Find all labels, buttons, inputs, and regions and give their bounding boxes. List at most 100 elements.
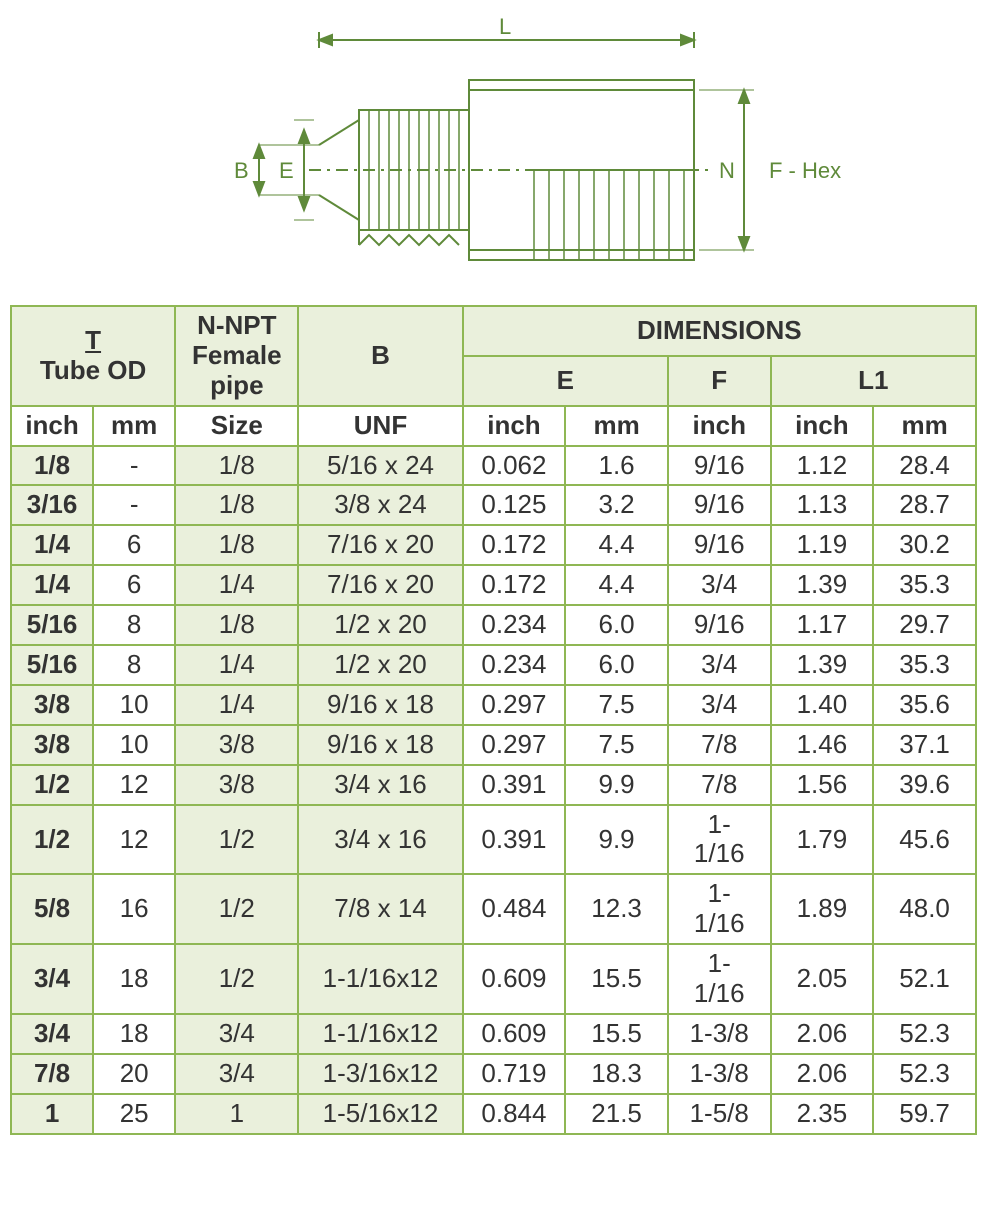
- table-row: 12511-5/16x120.84421.51-5/82.3559.7: [11, 1094, 976, 1134]
- table-row: 5/1681/41/2 x 200.2346.03/41.3935.3: [11, 645, 976, 685]
- table-cell: 1: [11, 1094, 93, 1134]
- table-cell: 1/8: [175, 605, 298, 645]
- header-l1: L1: [771, 356, 976, 406]
- table-cell: 52.3: [873, 1014, 976, 1054]
- table-cell: 0.391: [463, 805, 566, 875]
- table-cell: 6.0: [565, 605, 668, 645]
- table-cell: 3/8: [11, 685, 93, 725]
- table-cell: 3/8: [175, 725, 298, 765]
- table-cell: 0.234: [463, 645, 566, 685]
- table-cell: 1.89: [771, 874, 874, 944]
- table-cell: 3/4: [668, 645, 771, 685]
- header-unf: UNF: [298, 406, 462, 446]
- table-cell: 1-3/8: [668, 1054, 771, 1094]
- table-cell: 1-1/16: [668, 944, 771, 1014]
- diagram-label-e: E: [279, 158, 294, 183]
- table-row: 3/8101/49/16 x 180.2977.53/41.4035.6: [11, 685, 976, 725]
- table-cell: 1/8: [175, 485, 298, 525]
- header-mm-2: mm: [565, 406, 668, 446]
- table-cell: 39.6: [873, 765, 976, 805]
- table-cell: 20: [93, 1054, 175, 1094]
- table-cell: 15.5: [565, 1014, 668, 1054]
- table-cell: 7/8 x 14: [298, 874, 462, 944]
- table-cell: 1/4: [11, 525, 93, 565]
- table-cell: 0.062: [463, 446, 566, 486]
- table-cell: 16: [93, 874, 175, 944]
- table-cell: 1.56: [771, 765, 874, 805]
- table-cell: 3/4: [668, 565, 771, 605]
- table-row: 5/8161/27/8 x 140.48412.31-1/161.8948.0: [11, 874, 976, 944]
- header-tube-od: TTube OD: [11, 306, 175, 406]
- table-cell: 5/16: [11, 605, 93, 645]
- table-cell: 3/4: [11, 944, 93, 1014]
- table-cell: 1.12: [771, 446, 874, 486]
- diagram-label-n: N: [719, 158, 735, 183]
- table-cell: 7/16 x 20: [298, 565, 462, 605]
- table-cell: 1-3/8: [668, 1014, 771, 1054]
- table-cell: 0.297: [463, 685, 566, 725]
- table-cell: 1/8: [11, 446, 93, 486]
- header-b: B: [298, 306, 462, 406]
- table-row: 3/4181/21-1/16x120.60915.51-1/162.0552.1: [11, 944, 976, 1014]
- table-cell: 1.40: [771, 685, 874, 725]
- table-cell: 0.125: [463, 485, 566, 525]
- table-cell: 0.719: [463, 1054, 566, 1094]
- table-cell: 29.7: [873, 605, 976, 645]
- table-cell: 1-1/16x12: [298, 1014, 462, 1054]
- table-cell: 7/8: [668, 725, 771, 765]
- table-cell: 0.609: [463, 944, 566, 1014]
- header-row-3: inch mm Size UNF inch mm inch inch mm: [11, 406, 976, 446]
- header-dimensions: DIMENSIONS: [463, 306, 976, 356]
- table-cell: 5/8: [11, 874, 93, 944]
- header-e: E: [463, 356, 668, 406]
- table-body: 1/8-1/85/16 x 240.0621.69/161.1228.43/16…: [11, 446, 976, 1134]
- table-cell: 0.484: [463, 874, 566, 944]
- header-mm-1: mm: [93, 406, 175, 446]
- table-cell: 1/8: [175, 446, 298, 486]
- table-cell: 6.0: [565, 645, 668, 685]
- diagram-label-l: L: [499, 14, 511, 39]
- table-cell: 21.5: [565, 1094, 668, 1134]
- table-cell: 1.17: [771, 605, 874, 645]
- table-cell: 10: [93, 685, 175, 725]
- fitting-diagram: L B E N F - Hex: [114, 10, 874, 295]
- table-cell: 9/16 x 18: [298, 725, 462, 765]
- table-cell: 3/4: [11, 1014, 93, 1054]
- table-cell: 37.1: [873, 725, 976, 765]
- table-row: 1/461/47/16 x 200.1724.43/41.3935.3: [11, 565, 976, 605]
- table-cell: 9.9: [565, 765, 668, 805]
- table-cell: 3/8 x 24: [298, 485, 462, 525]
- table-cell: 1.13: [771, 485, 874, 525]
- header-inch-2: inch: [463, 406, 566, 446]
- table-row: 3/4183/41-1/16x120.60915.51-3/82.0652.3: [11, 1014, 976, 1054]
- table-cell: 1/2 x 20: [298, 605, 462, 645]
- table-cell: 6: [93, 565, 175, 605]
- table-cell: 7/8: [668, 765, 771, 805]
- table-cell: 1: [175, 1094, 298, 1134]
- table-cell: 3/8: [11, 725, 93, 765]
- table-cell: 7.5: [565, 685, 668, 725]
- table-cell: 0.172: [463, 525, 566, 565]
- table-cell: -: [93, 485, 175, 525]
- table-row: 3/16-1/83/8 x 240.1253.29/161.1328.7: [11, 485, 976, 525]
- table-cell: 18.3: [565, 1054, 668, 1094]
- table-cell: 28.7: [873, 485, 976, 525]
- table-cell: 25: [93, 1094, 175, 1134]
- table-row: 7/8203/41-3/16x120.71918.31-3/82.0652.3: [11, 1054, 976, 1094]
- diagram-label-b: B: [234, 158, 249, 183]
- table-cell: 18: [93, 944, 175, 1014]
- table-cell: 1.19: [771, 525, 874, 565]
- table-cell: 7/8: [11, 1054, 93, 1094]
- header-row-1: TTube OD N-NPTFemalepipe B DIMENSIONS: [11, 306, 976, 356]
- table-cell: 0.297: [463, 725, 566, 765]
- table-row: 3/8103/89/16 x 180.2977.57/81.4637.1: [11, 725, 976, 765]
- header-inch-1: inch: [11, 406, 93, 446]
- table-cell: 2.06: [771, 1054, 874, 1094]
- table-cell: 1-1/16x12: [298, 944, 462, 1014]
- table-cell: 6: [93, 525, 175, 565]
- table-row: 1/461/87/16 x 200.1724.49/161.1930.2: [11, 525, 976, 565]
- table-cell: 1-3/16x12: [298, 1054, 462, 1094]
- table-cell: 12: [93, 805, 175, 875]
- table-cell: 48.0: [873, 874, 976, 944]
- table-cell: 9/16: [668, 525, 771, 565]
